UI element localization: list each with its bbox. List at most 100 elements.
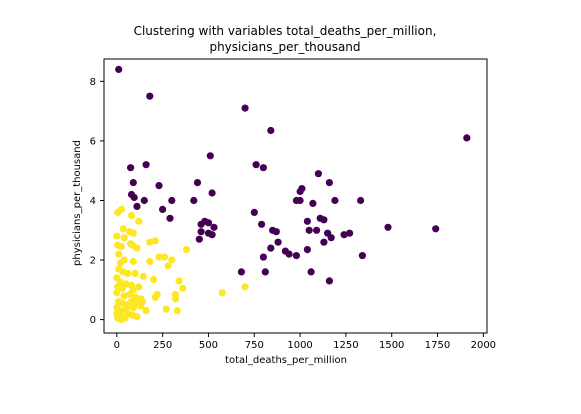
cluster-0-point-59 [285,250,293,258]
cluster-0-point-64 [261,268,269,276]
cluster-1-point-64 [142,307,150,315]
cluster-1-point-56 [127,298,136,306]
cluster-1-point-63 [137,302,145,310]
cluster-0-point-1 [146,92,154,100]
cluster-0-point-29 [296,196,304,205]
cluster-0-point-52 [195,235,203,243]
cluster-0-point-12 [193,179,202,187]
cluster-0-point-46 [272,228,280,236]
cluster-1-point-10 [151,237,159,245]
x-tick-label-2: 500 [199,340,218,351]
cluster-0-point-40 [384,223,392,231]
cluster-1-point-54 [118,299,126,307]
plot-frame [103,58,488,334]
y-axis-ticks: 0 2 4 6 8 [90,77,104,326]
cluster-0-point-61 [358,252,366,260]
cluster-0-point-53 [274,238,282,246]
cluster-1-point-32 [175,277,183,285]
cluster-0-point-2 [241,104,249,112]
cluster-1-point-7 [113,232,121,240]
y-tick-label-3: 6 [90,136,96,147]
cluster-1-point-62 [129,304,137,312]
cluster-0-point-50 [340,231,348,239]
cluster-0-point-6 [206,152,214,160]
cluster-0-point-17 [208,189,216,197]
cluster-1-point-75 [121,314,129,322]
cluster-0-point-32 [320,216,328,224]
cluster-1-point-41 [179,284,187,292]
cluster-0-point-63 [237,268,245,276]
cluster-1-point-45 [171,295,180,303]
x-tick-label-8: 2000 [471,340,496,351]
cluster-1-point-5 [129,229,137,237]
cluster-0-point-25 [357,196,365,205]
cluster-1-point-16 [168,256,176,264]
x-tick-label-7: 1750 [425,340,450,351]
cluster-0-point-30 [250,208,258,216]
cluster-0-point-51 [346,229,354,237]
cluster-0-point-38 [210,223,218,231]
cluster-1-point-30 [139,272,147,280]
cluster-0-point-16 [296,187,304,196]
cluster-0-point-58 [303,246,311,254]
cluster-0-point-66 [325,277,333,285]
cluster-0-point-23 [309,199,317,207]
cluster-0-point-47 [305,226,313,234]
y-tick-label-1: 2 [90,256,96,267]
cluster-0-point-14 [325,179,333,187]
cluster-1-point-48 [113,289,121,297]
chart-title-line-2: physicians_per_thousand [209,40,360,54]
cluster-0-point-42 [197,228,205,236]
cluster-1-point-8 [120,234,128,242]
cluster-1-point-49 [120,292,128,300]
cluster-0-point-60 [292,252,300,260]
cluster-1-point-1 [117,205,125,213]
cluster-0-point-21 [168,196,176,205]
cluster-1-point-23 [155,253,163,261]
cluster-1-point-28 [124,269,132,277]
cluster-0-point-0 [115,65,123,73]
cluster-1-point-3 [119,225,127,233]
cluster-0-point-44 [208,231,216,239]
cluster-0-point-48 [313,226,321,234]
chart-title-line-1: Clustering with variables total_deaths_p… [134,24,437,38]
cluster-1-point-12 [117,243,125,251]
cluster-0-point-9 [259,164,267,172]
x-tick-label-0: 0 [114,340,120,351]
x-tick-label-4: 1000 [287,340,312,351]
cluster-0-point-13 [314,170,322,178]
cluster-1-point-21 [129,257,137,266]
cluster-1-point-24 [160,253,169,261]
cluster-1-point-25 [164,262,172,270]
cluster-0-point-33 [166,214,174,222]
x-tick-label-1: 250 [153,340,172,351]
cluster-1-point-17 [182,246,191,254]
x-tick-label-6: 1500 [379,340,404,351]
cluster-1-point-29 [131,269,139,277]
cluster-0-point-54 [327,234,335,242]
cluster-1-point-31 [149,275,158,283]
cluster-1-point-38 [118,284,126,292]
cluster-0-point-20 [140,196,148,205]
x-tick-label-5: 1250 [333,340,358,351]
cluster-0-point-39 [258,220,266,228]
scatter-points [113,65,471,324]
cluster-1-point-43 [151,293,159,301]
y-axis-label: physicians_per_thousand [72,140,83,266]
cluster-0-point-26 [133,202,141,210]
cluster-0-point-22 [190,196,198,205]
cluster-1-point-40 [135,283,143,291]
cluster-1-point-47 [241,283,249,291]
y-tick-label-4: 8 [90,77,96,88]
cluster-1-point-9 [146,238,154,246]
y-tick-label-2: 4 [90,196,96,207]
cluster-1-point-18 [115,250,123,258]
cluster-1-point-6 [135,217,143,225]
cluster-1-point-72 [133,313,141,321]
cluster-1-point-20 [116,259,125,267]
cluster-1-point-66 [173,307,181,315]
cluster-0-point-37 [197,220,205,228]
cluster-0-point-24 [331,196,339,205]
cluster-0-point-7 [127,164,135,172]
